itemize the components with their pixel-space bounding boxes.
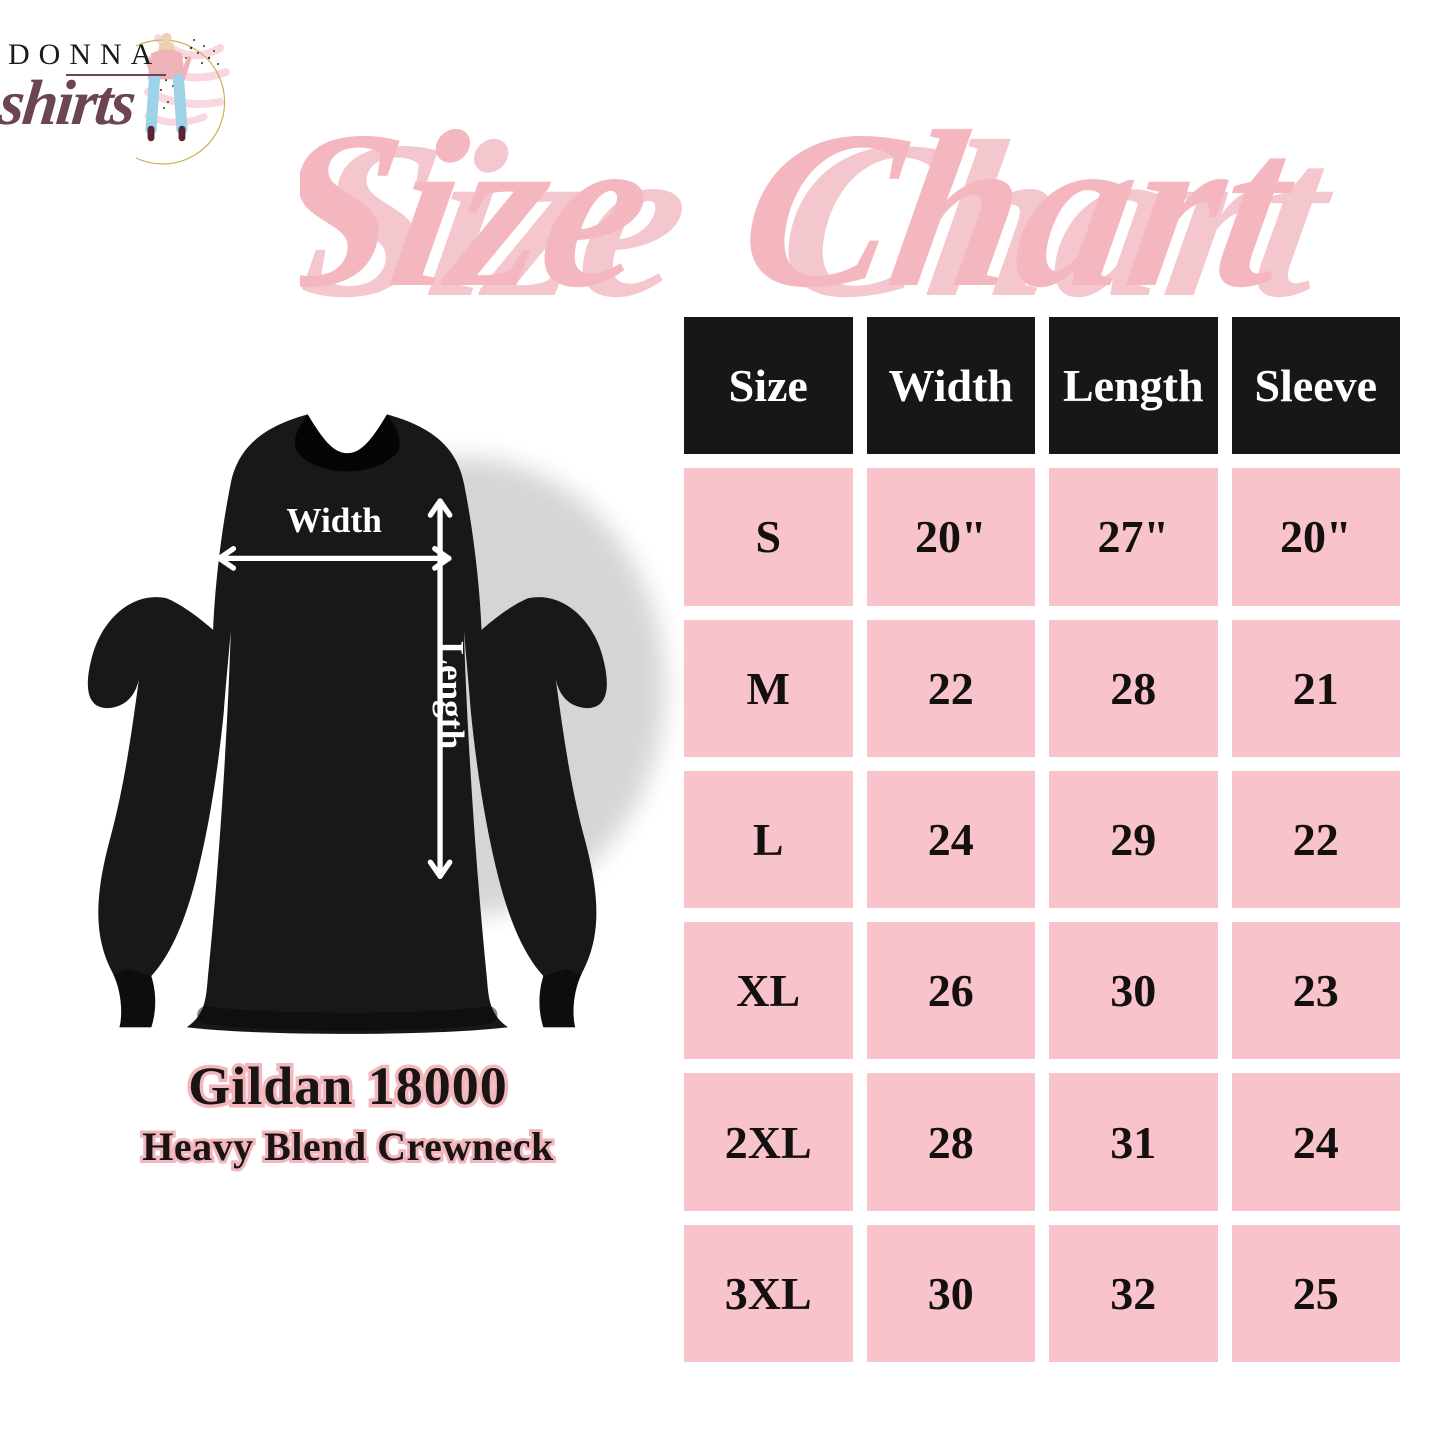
svg-text:Size: Size (300, 86, 669, 335)
svg-text:Width: Width (286, 501, 382, 540)
svg-text:Chart: Chart (725, 86, 1313, 335)
svg-text:Length: Length (432, 641, 471, 749)
